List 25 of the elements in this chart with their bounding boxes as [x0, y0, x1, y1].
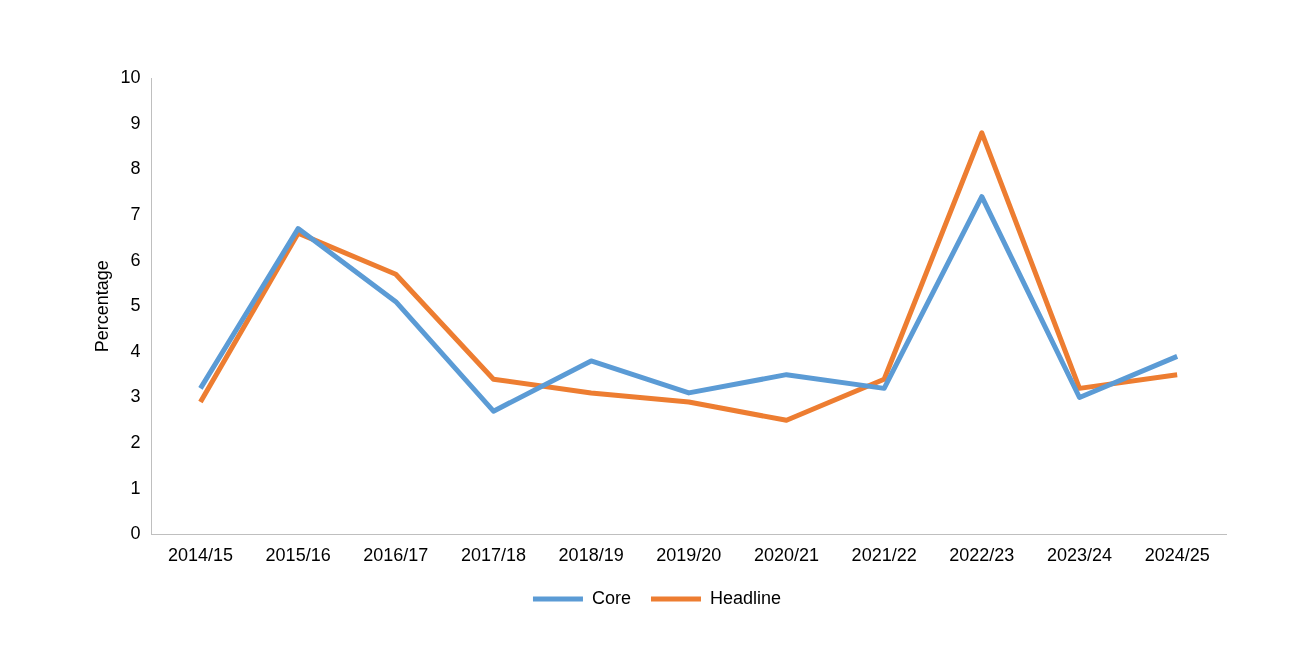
- x-tick-label: 2016/17: [363, 545, 429, 566]
- x-tick-label: 2015/16: [265, 545, 331, 566]
- y-tick-label: 5: [130, 295, 141, 316]
- x-tick-label: 2018/19: [558, 545, 624, 566]
- y-tick-label: 7: [130, 203, 141, 224]
- x-tick-label: 2014/15: [167, 545, 233, 566]
- legend-label: Core: [591, 587, 631, 608]
- x-tick-label: 2023/24: [1046, 545, 1113, 566]
- y-tick-label: 4: [130, 340, 141, 361]
- y-axis-title: Percentage: [91, 260, 112, 353]
- x-tick-label: 2022/23: [949, 545, 1015, 566]
- y-tick-label: 9: [130, 112, 141, 133]
- y-tick-label: 1: [130, 477, 141, 498]
- y-tick-label: 3: [130, 386, 141, 407]
- y-tick-label: 8: [130, 158, 141, 179]
- y-tick-label: 6: [130, 249, 141, 270]
- x-tick-label: 2024/25: [1144, 545, 1210, 566]
- x-tick-label: 2021/22: [851, 545, 917, 566]
- y-tick-label: 10: [120, 66, 141, 87]
- y-tick-label: 2: [130, 432, 141, 453]
- y-tick-label: 0: [130, 523, 141, 544]
- legend-label: Headline: [709, 587, 782, 608]
- x-tick-label: 2020/21: [753, 545, 820, 566]
- x-tick-label: 2019/20: [656, 545, 722, 566]
- x-tick-label: 2017/18: [460, 545, 527, 566]
